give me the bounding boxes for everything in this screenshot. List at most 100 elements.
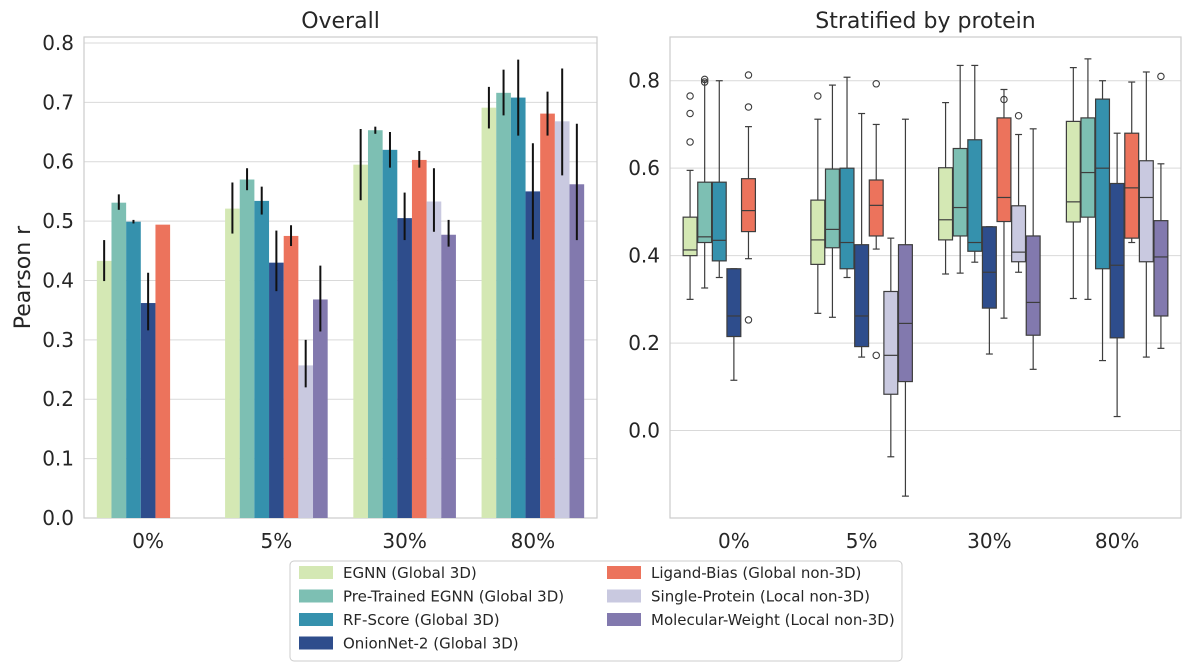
y-tick-label: 0.8	[628, 69, 660, 93]
bar-egnn-global-3d	[96, 260, 112, 518]
legend-swatch-molecular-weight-local-non-3d	[607, 613, 641, 626]
y-tick-label: 0.7	[42, 90, 74, 114]
legend-label: Single-Protein (Local non-3D)	[651, 588, 870, 606]
box-body	[682, 216, 698, 257]
y-tick-label: 0.1	[42, 447, 74, 471]
outlier-point	[700, 75, 709, 84]
legend-frame	[289, 560, 903, 662]
box-onionnet-2-global-3d	[726, 268, 742, 381]
box-body	[938, 167, 954, 241]
box-body	[1124, 132, 1140, 239]
bar-egnn-global-3d	[481, 107, 497, 518]
bar-molecular-weight-local-non-3d	[441, 234, 456, 518]
box-onionnet-2-global-3d	[981, 226, 997, 355]
x-tick-label: 5%	[261, 529, 293, 553]
box-single-protein-local-non-3d	[1011, 111, 1027, 273]
box-single-protein-local-non-3d	[1138, 71, 1154, 358]
y-tick-label: 0.8	[42, 31, 74, 55]
box-body	[854, 244, 870, 348]
box-molecular-weight-local-non-3d	[1025, 128, 1041, 370]
box-pre-trained-egnn-global-3d	[824, 84, 840, 318]
box-pre-trained-egnn-global-3d	[697, 75, 713, 289]
box-body	[697, 181, 713, 244]
box-body	[740, 178, 757, 233]
box-body	[824, 168, 840, 249]
legend-label: RF-Score (Global 3D)	[343, 611, 500, 629]
bar-onionnet-2-global-3d	[140, 303, 156, 518]
bar-rf-score-global-3d	[510, 97, 526, 518]
outlier-point	[686, 92, 694, 100]
box-onionnet-2-global-3d	[854, 112, 870, 358]
box-body	[1153, 220, 1169, 317]
box-body	[711, 181, 727, 262]
legend-swatch-single-protein-local-non-3d	[607, 589, 641, 603]
box-egnn-global-3d	[810, 92, 826, 314]
box-rf-score-global-3d	[711, 80, 727, 279]
bar-egnn-global-3d	[225, 208, 240, 519]
legend-swatch-rf-score-global-3d	[299, 613, 333, 626]
bar-rf-score-global-3d	[382, 149, 398, 519]
bar-pre-trained-egnn-global-3d	[496, 92, 511, 518]
bar-ligand-bias-global-non-3d	[283, 235, 299, 518]
outlier-point	[686, 138, 694, 146]
box-body	[1065, 120, 1081, 223]
bar-single-protein-local-non-3d	[554, 121, 570, 518]
box-pre-trained-egnn-global-3d	[952, 64, 968, 274]
legend-label: Ligand-Bias (Global non-3D)	[651, 564, 861, 582]
box-pre-trained-egnn-global-3d	[1080, 58, 1096, 300]
box-chart-stratified: 0.0 0.2 0.4 0.6 0.8 0% 5% 30% 80% Stratified by p…	[628, 9, 1182, 553]
bar-molecular-weight-local-non-3d	[569, 184, 585, 518]
bar-onionnet-2-global-3d	[525, 191, 541, 518]
box-body	[1138, 160, 1154, 263]
box-body	[810, 199, 826, 265]
chart-title: Stratified by protein	[815, 9, 1035, 34]
bar-chart-overall: 0.0 0.1 0.2 0.3 0.4 0.5 0.6 0.7 0.8 0% 5% 30% 80% Ove…	[11, 9, 598, 553]
box-body	[1109, 182, 1125, 339]
outlier-point	[744, 71, 753, 79]
x-tick-label: 0%	[718, 529, 750, 553]
box-body	[897, 244, 913, 383]
plot-frame	[669, 36, 1182, 519]
box-body	[726, 268, 742, 338]
y-tick-label: 0.5	[42, 209, 74, 233]
outlier-point	[686, 109, 694, 118]
box-single-protein-local-non-3d	[883, 237, 899, 458]
box-egnn-global-3d	[938, 101, 954, 275]
y-tick-label: 0.4	[42, 268, 74, 292]
box-body	[1025, 235, 1041, 336]
outlier-point	[814, 92, 822, 100]
y-tick-label: 0.0	[42, 506, 74, 530]
outlier-point	[872, 351, 880, 360]
box-ligand-bias-global-non-3d	[868, 80, 884, 360]
legend-swatch-onionnet-2-global-3d	[299, 636, 333, 650]
legend-swatch-pre-trained-egnn-global-3d	[299, 589, 333, 603]
y-tick-label: 0.3	[42, 328, 74, 352]
legend-label: Molecular-Weight (Local non-3D)	[651, 611, 895, 629]
box-body	[967, 139, 983, 252]
legend: EGNN (Global 3D) Pre-Trained EGNN (Global…	[289, 560, 903, 662]
box-body	[883, 290, 899, 395]
plot-frame	[83, 36, 598, 519]
y-tick-label: 0.0	[628, 419, 660, 443]
outlier-point	[1014, 111, 1023, 120]
bar-ligand-bias-global-non-3d	[540, 113, 555, 519]
box-ligand-bias-global-non-3d	[1124, 81, 1140, 244]
box-egnn-global-3d	[682, 92, 698, 300]
outlier-point	[700, 78, 709, 86]
bar-molecular-weight-local-non-3d	[313, 299, 328, 518]
chart-title: Overall	[301, 9, 380, 34]
bar-onionnet-2-global-3d	[269, 262, 284, 518]
bar-pre-trained-egnn-global-3d	[367, 130, 383, 518]
outlier-point	[872, 80, 880, 88]
bar-pre-trained-egnn-global-3d	[239, 179, 255, 518]
outlier-point	[744, 103, 753, 111]
legend-label: EGNN (Global 3D)	[343, 564, 477, 582]
y-tick-label: 0.4	[628, 244, 660, 268]
box-body	[996, 117, 1012, 223]
outlier-point	[1000, 95, 1008, 104]
bar-rf-score-global-3d	[254, 200, 270, 518]
box-onionnet-2-global-3d	[1109, 132, 1125, 418]
bar-onionnet-2-global-3d	[397, 218, 412, 518]
y-tick-label: 0.6	[628, 156, 660, 180]
